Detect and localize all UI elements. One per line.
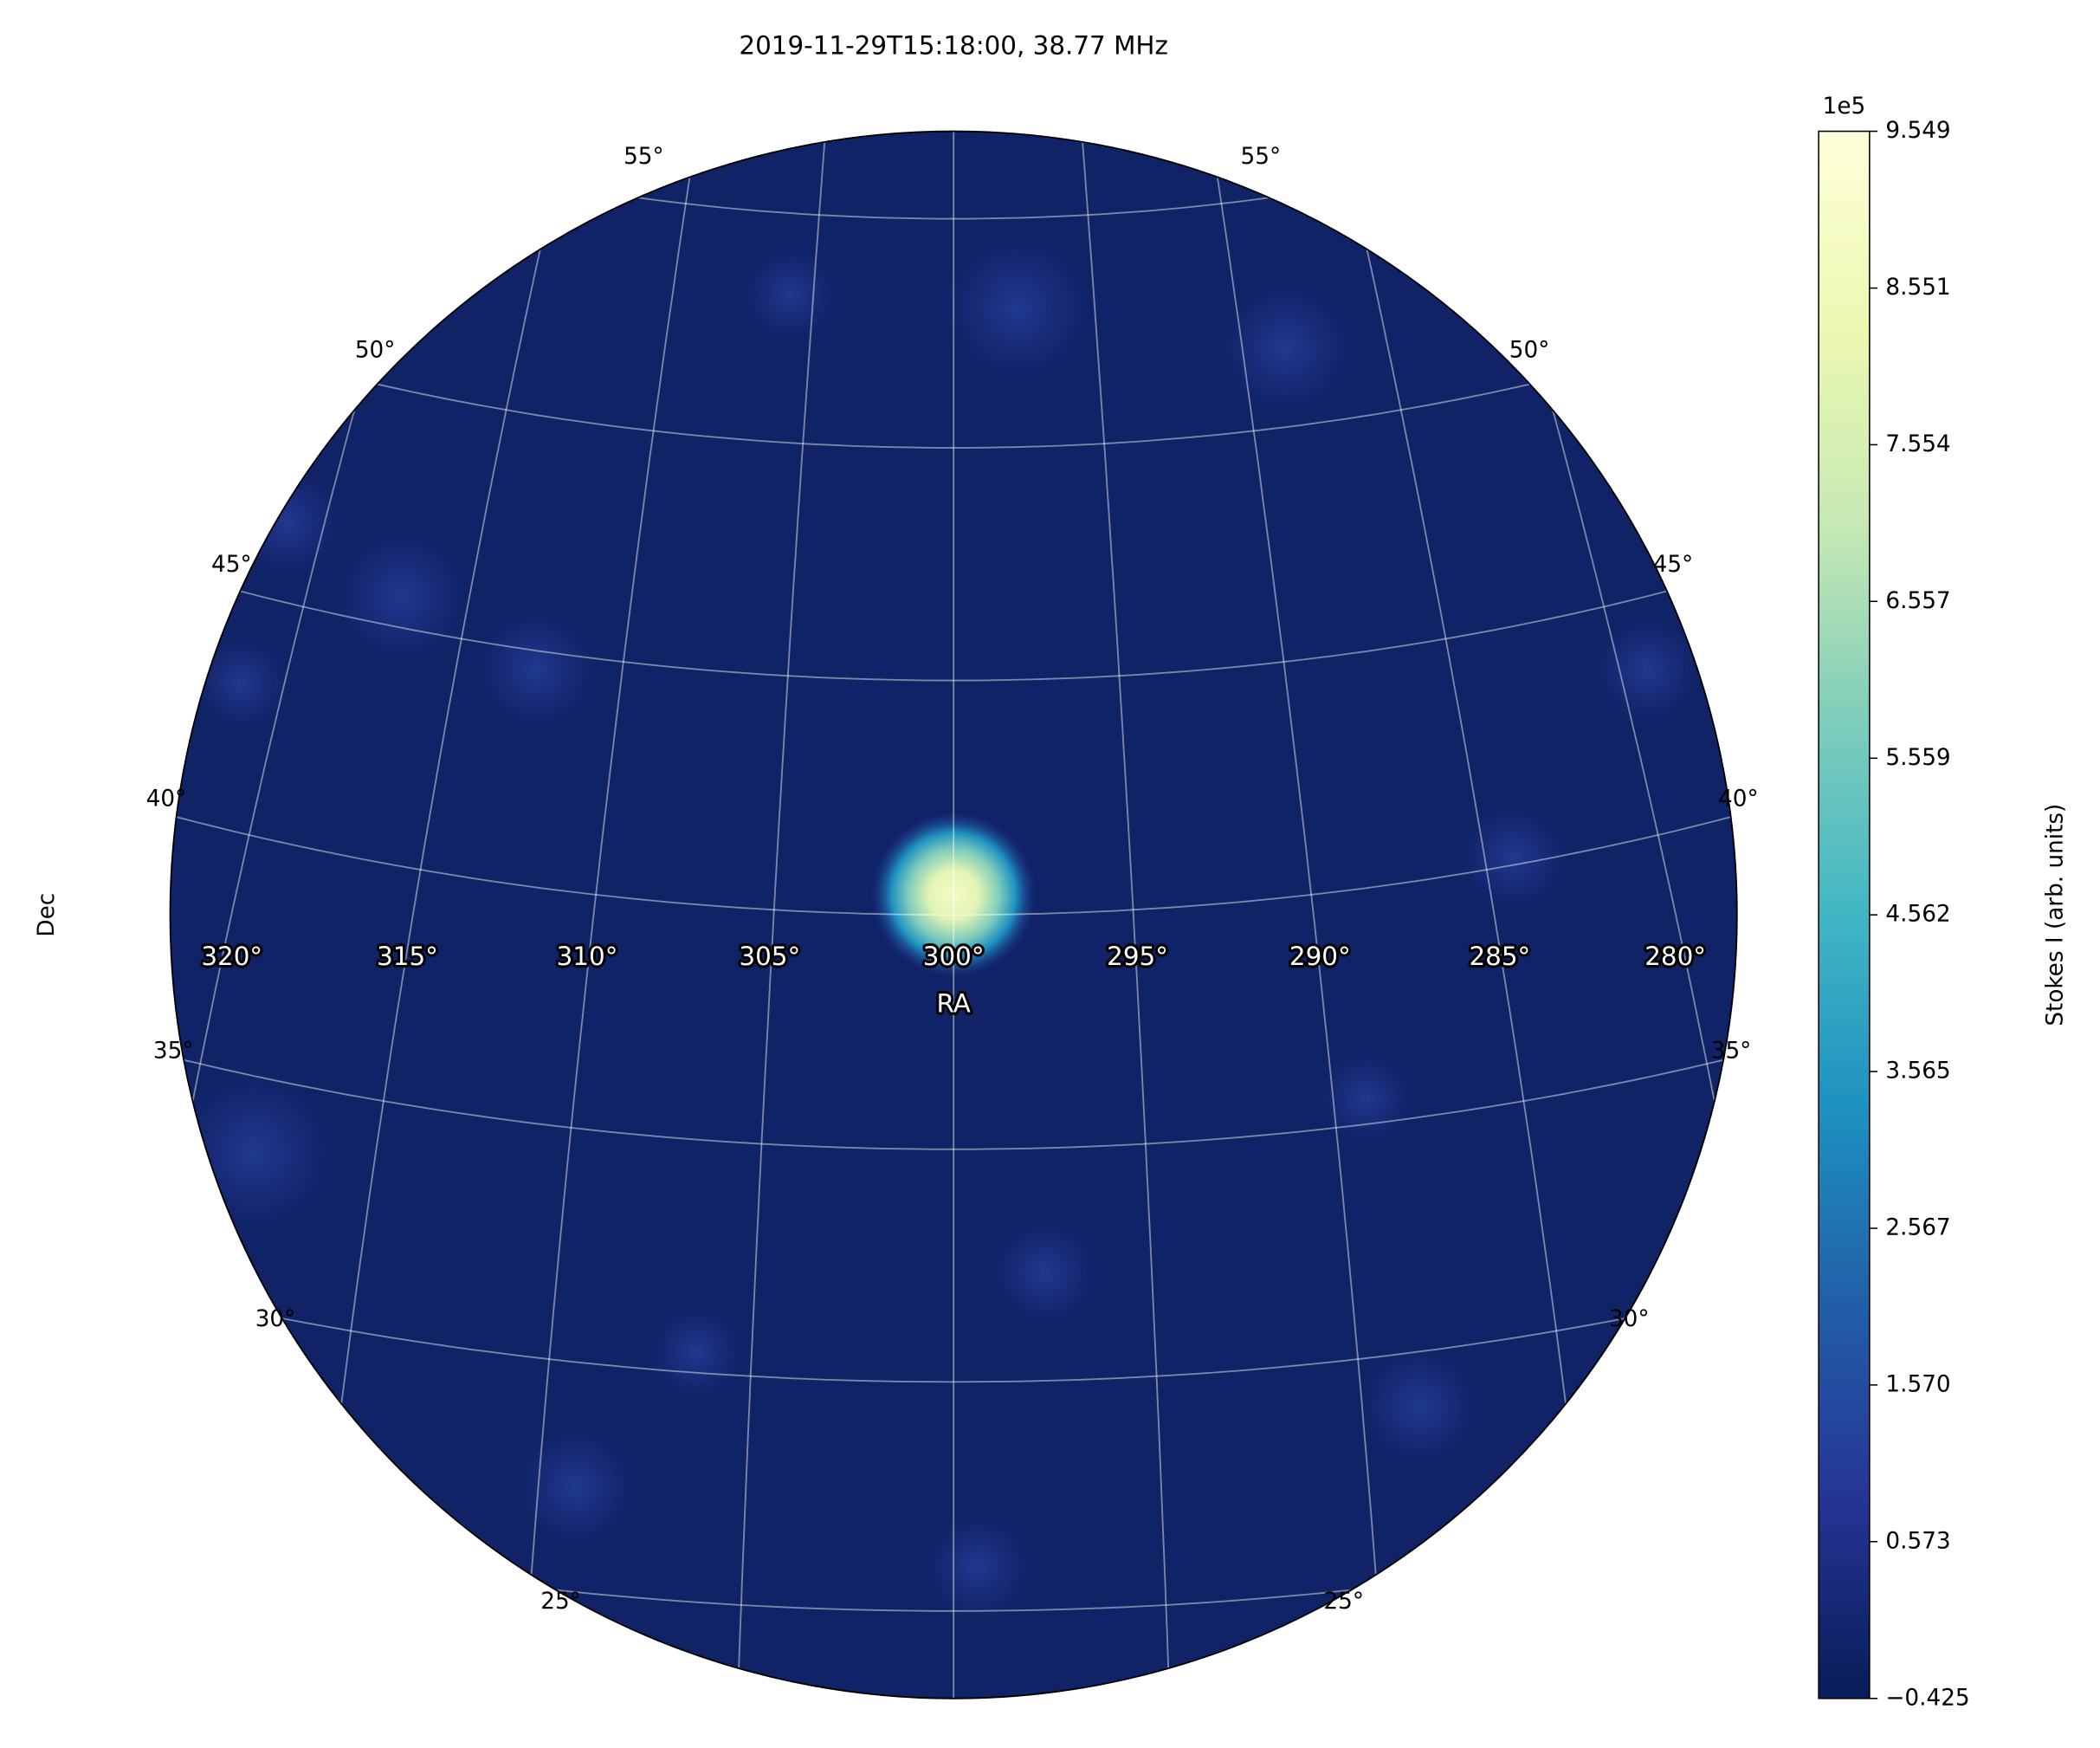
grid-line [1032,131,1186,1699]
sky-structure [944,234,1092,382]
colorbar-tick-label: 4.562 [1885,902,1950,928]
sky-structure [1593,616,1702,724]
colorbar-tick-label: 8.551 [1885,275,1950,301]
grid-line [1191,131,1640,1699]
sky-structure [1359,1346,1480,1467]
sky-structure [649,1305,744,1400]
sky-structure [1218,281,1353,416]
sky-structure [1319,1051,1413,1146]
grid-line [170,440,1737,1150]
dec-tick-label: 35° [1711,1039,1752,1065]
sky-structure [194,636,288,730]
colorbar-tick-label: 1.570 [1885,1371,1950,1397]
colorbar-tick-label: 7.554 [1885,431,1950,457]
grid-line [1112,131,1415,1699]
colorbar-tick-label: 2.567 [1885,1215,1950,1241]
grid-line [170,131,1737,449]
colorbar [1818,130,1871,1699]
dec-tick-label: 55° [1241,144,1282,170]
sky-structure [515,1426,636,1548]
colorbar-label: Stokes I (arb. units) [2042,804,2068,1026]
ra-tick-label: 310° [557,942,618,971]
dec-tick-label: 55° [624,144,664,170]
grid-line [721,131,875,1699]
sky-structure [475,609,597,730]
sky-structure [991,1219,1099,1326]
dec-tick-label: 25° [540,1589,581,1615]
grid-line [1267,131,1737,1699]
ra-tick-label: 290° [1289,942,1351,971]
sky-border [169,130,1738,1699]
colorbar-tick-label: 9.549 [1885,118,1950,144]
colorbar-tick-label: 0.573 [1885,1528,1950,1554]
sky-structure [334,528,469,664]
grid-line [493,131,795,1699]
ra-tick-label: 280° [1644,942,1706,971]
dec-tick-label: 40° [1718,787,1759,812]
dec-tick-label: 50° [355,337,396,363]
dec-tick-label: 45° [1653,552,1694,578]
grid-line [170,826,1737,1612]
ra-tick-label: 320° [201,942,262,971]
ra-tick-label: 295° [1107,942,1168,971]
dec-tick-label: 30° [1609,1306,1650,1332]
colorbar-tick-label: 6.557 [1885,588,1950,614]
ra-tick-label: 315° [377,942,438,971]
x-axis-label: RA [936,988,970,1018]
grid-line [267,131,717,1699]
ra-tick-label: 285° [1469,942,1530,971]
grid-line [170,131,640,1699]
colorbar-tick-label: −0.425 [1885,1685,1969,1711]
grid-line [170,632,1737,1383]
ra-tick-label: 300° [923,942,985,971]
grid-line [170,131,1737,682]
sky-structure [174,1071,335,1233]
dec-tick-label: 50° [1509,337,1550,363]
colorbar-tick-label: 5.559 [1885,745,1950,771]
chart-title: 2019-11-29T15:18:00, 38.77 MHz [739,31,1168,61]
colorbar-tick-label: 3.565 [1885,1059,1950,1084]
colorbar-offset: 1e5 [1823,94,1866,120]
ra-tick-label: 305° [739,942,800,971]
grid-line [170,252,1737,916]
dec-tick-label: 45° [211,552,252,578]
dec-tick-label: 30° [255,1306,296,1332]
sky-structure [924,1513,1031,1622]
sky-structure [743,248,837,342]
y-axis-label: Dec [34,893,60,937]
dec-tick-label: 40° [146,787,187,812]
grid-line [170,131,1737,220]
sky-structure [1459,803,1567,911]
dec-tick-label: 25° [1323,1589,1364,1615]
dec-tick-label: 35° [153,1039,194,1065]
